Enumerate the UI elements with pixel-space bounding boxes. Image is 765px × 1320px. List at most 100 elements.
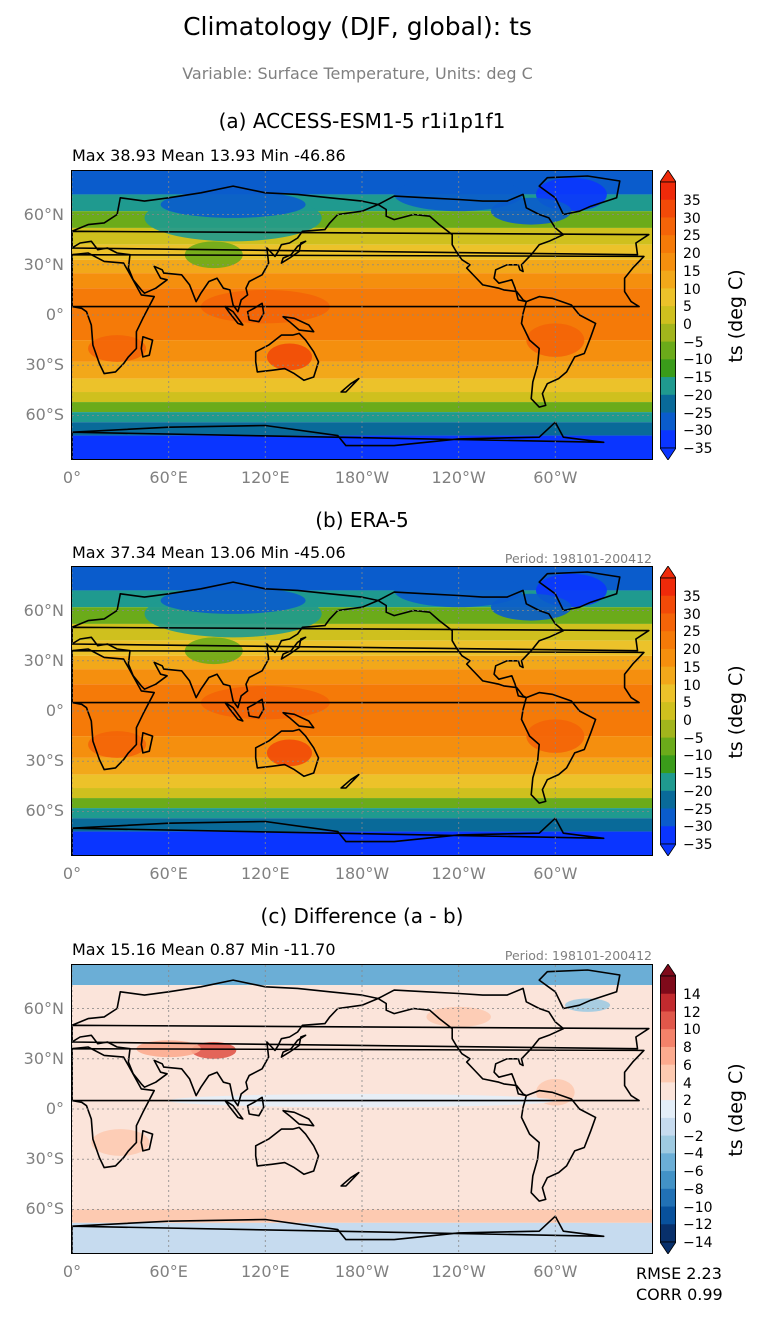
colorbar-segment xyxy=(660,430,676,449)
lat-tick-label: 30°N xyxy=(23,1048,64,1068)
colorbar-segment xyxy=(660,702,676,721)
colorbar-tick-label: −6 xyxy=(683,1164,704,1181)
lon-tick-label: 120°E xyxy=(241,1262,290,1281)
colorbar-segment xyxy=(660,306,676,325)
lon-tick-label: 120°E xyxy=(241,864,290,883)
coastline xyxy=(246,302,265,323)
colorbar-tick-label: −10 xyxy=(683,1199,713,1216)
coastline xyxy=(224,305,244,326)
colorbar-tick-label: −20 xyxy=(683,387,713,404)
colorbar-segment xyxy=(660,666,676,685)
coastline xyxy=(72,252,155,375)
colorbar-segment xyxy=(660,1011,676,1030)
colorbar-segment xyxy=(660,412,676,431)
colorbar-segment xyxy=(660,719,676,739)
field-band xyxy=(72,422,652,436)
colorbar-tick-label: −35 xyxy=(683,837,713,854)
colorbar-tick-label: 6 xyxy=(683,1057,692,1074)
lat-tick-label: 30°S xyxy=(25,751,64,771)
colorbar-tick-label: 10 xyxy=(683,1022,701,1039)
lon-tick-label: 180°W xyxy=(334,1262,390,1281)
colorbar-segment xyxy=(660,826,676,845)
coastline xyxy=(72,230,650,256)
field-anomaly xyxy=(266,739,313,767)
colorbar-segment xyxy=(660,270,676,289)
lon-tick-label: 120°W xyxy=(431,468,486,487)
colorbar-extend-max xyxy=(659,963,677,977)
coastline xyxy=(377,589,565,699)
field-anomaly xyxy=(394,573,524,608)
lon-tick-label: 60°E xyxy=(149,864,188,883)
coastline xyxy=(72,253,645,308)
colorbar-tick-label: −30 xyxy=(683,819,713,836)
colorbar-tick-label: 35 xyxy=(683,588,701,605)
colorbar-tick-label: −20 xyxy=(683,783,713,800)
lon-tick-label: 180°W xyxy=(334,468,390,487)
coastline xyxy=(140,336,154,358)
panel-c-period: Period: 198101-200412 xyxy=(504,948,652,963)
field-anomaly xyxy=(394,177,524,212)
coastline xyxy=(377,193,565,303)
coastline xyxy=(72,817,605,855)
colorbar-segment xyxy=(660,755,676,774)
colorbar-tick-label: −5 xyxy=(683,334,704,351)
colorbar-tick-label: 15 xyxy=(683,659,701,676)
coastline xyxy=(72,1047,645,1102)
coastline xyxy=(280,636,307,660)
lon-tick-label: 60°E xyxy=(149,1262,188,1281)
colorbar-extend-max xyxy=(659,169,677,183)
coastline xyxy=(140,732,154,754)
colorbar-segment xyxy=(660,648,676,668)
colorbar-segment xyxy=(660,1100,676,1119)
field-band xyxy=(72,774,652,789)
field-band xyxy=(72,818,652,832)
panel-c-map xyxy=(71,964,653,1254)
coastline xyxy=(72,421,605,459)
coastline xyxy=(254,728,320,778)
rmse-metric: RMSE 2.23 xyxy=(636,1264,722,1283)
coastline xyxy=(72,648,155,771)
lat-tick-label: 0° xyxy=(45,701,64,720)
coastline xyxy=(282,711,315,729)
lon-tick-label: 120°E xyxy=(241,468,290,487)
colorbar-segment xyxy=(660,790,676,810)
coastline xyxy=(520,1089,597,1202)
field-anomaly xyxy=(88,335,147,362)
field-anomaly xyxy=(160,587,306,614)
lat-tick-label: 60°S xyxy=(25,801,64,821)
colorbar-segment xyxy=(660,684,676,703)
field-anomaly xyxy=(266,343,313,371)
panel-a-title: (a) ACCESS-ESM1-5 r1i1p1f1 xyxy=(218,109,506,133)
colorbar-segment xyxy=(660,1135,676,1154)
panel-a-map xyxy=(71,170,653,460)
field-band xyxy=(72,273,652,289)
panel-b-colorbar xyxy=(659,565,677,857)
coastline xyxy=(72,979,379,1107)
panel-c-title: (c) Difference (a - b) xyxy=(260,904,464,928)
colorbar-segment xyxy=(660,808,676,827)
colorbar-tick-label: 0 xyxy=(683,317,692,333)
field-band xyxy=(72,361,652,379)
field-anomaly xyxy=(88,731,147,758)
colorbar-tick-label: 5 xyxy=(683,695,692,712)
panel-c-colorbar xyxy=(659,963,677,1255)
lat-tick-label: 30°N xyxy=(23,650,64,670)
coastline xyxy=(340,377,360,393)
lat-tick-label: 60°S xyxy=(25,1199,64,1219)
colorbar-tick-label: −25 xyxy=(683,405,713,422)
coastline xyxy=(254,332,320,382)
coastline xyxy=(520,295,597,408)
lat-tick-label: 30°S xyxy=(25,355,64,375)
coastline xyxy=(538,969,621,1010)
lat-tick-label: 60°S xyxy=(25,405,64,425)
lon-tick-label: 60°E xyxy=(149,468,188,487)
colorbar-segment xyxy=(660,993,676,1012)
coastline xyxy=(72,1046,155,1169)
coastline xyxy=(224,1099,244,1120)
coastline xyxy=(340,1171,360,1187)
colorbar-segment xyxy=(660,288,676,307)
lat-tick-label: 60°N xyxy=(23,204,64,224)
coastline xyxy=(282,1109,315,1127)
lon-tick-label: 120°W xyxy=(431,1262,486,1281)
lon-tick-label: 0° xyxy=(62,468,82,487)
